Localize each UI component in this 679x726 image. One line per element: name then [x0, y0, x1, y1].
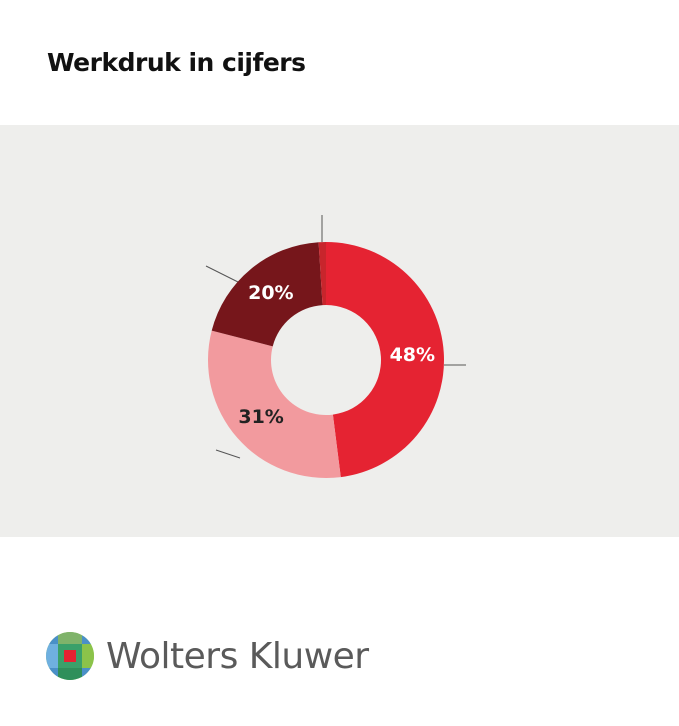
chart-title: Werkdruk in cijfers: [47, 48, 306, 77]
donut-slice: [211, 242, 323, 347]
value-label: 20%: [248, 282, 294, 305]
donut-slice: [207, 330, 341, 478]
leader-lines: [205, 215, 466, 459]
logo-icon: [46, 632, 94, 680]
value-label: 48%: [389, 343, 436, 366]
donut: [207, 242, 444, 478]
value-label: 31%: [238, 406, 284, 429]
leader-line: [215, 449, 241, 459]
logo-text: Wolters Kluwer: [106, 636, 369, 677]
donut-slice: [326, 242, 444, 478]
leader-line: [205, 265, 239, 283]
donut-slice: [318, 242, 326, 306]
